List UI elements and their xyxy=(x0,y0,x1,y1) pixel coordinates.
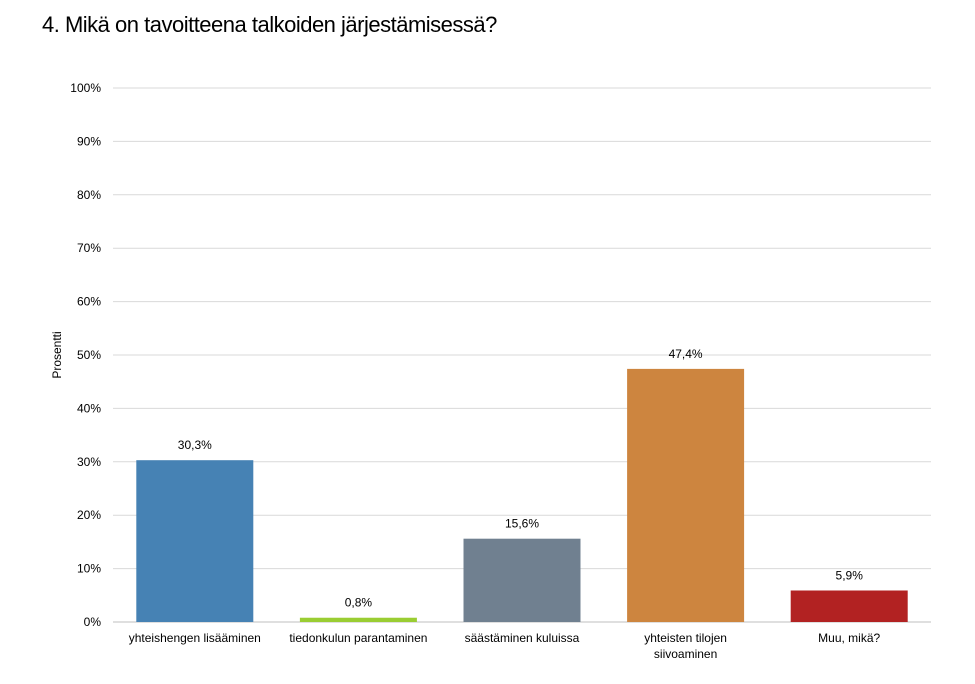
y-tick-label: 30% xyxy=(77,455,101,469)
x-tick-label: Muu, mikä? xyxy=(818,631,880,645)
y-tick-label: 90% xyxy=(77,134,101,148)
data-label: 15,6% xyxy=(505,517,539,531)
data-label: 0,8% xyxy=(345,596,373,610)
data-labels: 30,3% 0,8% 15,6% 47,4% 5,9% xyxy=(178,347,863,610)
bar xyxy=(299,617,417,622)
y-tick-label: 100% xyxy=(70,81,101,95)
bars xyxy=(136,368,908,622)
bar xyxy=(627,368,745,622)
y-tick-label: 80% xyxy=(77,188,101,202)
y-tick-label: 40% xyxy=(77,401,101,415)
bar xyxy=(463,538,581,622)
data-label: 47,4% xyxy=(669,347,703,361)
data-label: 5,9% xyxy=(836,568,864,582)
y-tick-label: 60% xyxy=(77,295,101,309)
x-tick-label: yhteishengen lisääminen xyxy=(129,631,261,645)
x-tick-label: yhteisten tilojen siivoaminen xyxy=(644,631,727,661)
data-label: 30,3% xyxy=(178,438,212,452)
y-axis-ticks: 0% 10% 20% 30% 40% 50% 60% 70% 80% 90% 100% xyxy=(70,81,101,629)
y-axis-label: Prosentti xyxy=(50,331,64,378)
y-tick-label: 50% xyxy=(77,348,101,362)
bar xyxy=(790,590,908,622)
y-tick-label: 70% xyxy=(77,241,101,255)
y-tick-label: 0% xyxy=(84,615,102,629)
x-tick-label: säästäminen kuluissa xyxy=(465,631,580,645)
y-tick-label: 20% xyxy=(77,508,101,522)
x-tick-label: tiedonkulun parantaminen xyxy=(289,631,427,645)
chart-title: 4. Mikä on tavoitteena talkoiden järjest… xyxy=(42,12,497,37)
y-tick-label: 10% xyxy=(77,562,101,576)
x-axis-ticks: yhteishengen lisääminen tiedonkulun paran… xyxy=(129,631,881,661)
bar xyxy=(136,460,254,622)
